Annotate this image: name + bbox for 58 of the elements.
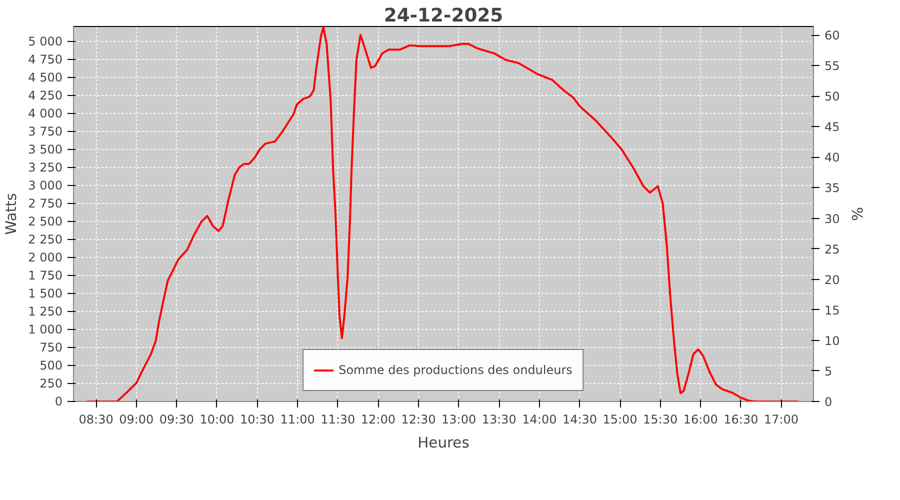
y-tick-label: 2 750 xyxy=(28,196,63,211)
x-tick-label: 16:30 xyxy=(724,412,758,426)
y2-tick-label: 40 xyxy=(824,150,840,165)
y2-tick-label: 50 xyxy=(824,90,840,104)
y2-axis-title: % xyxy=(848,207,865,222)
y2-tick-label: 5 xyxy=(824,364,832,378)
x-tick-label: 08:30 xyxy=(78,412,114,426)
y-tick-label: 3 500 xyxy=(28,142,63,157)
y2-tick-label: 20 xyxy=(824,272,840,287)
y2-tick-label: 0 xyxy=(824,395,832,409)
y-tick-label: 2 000 xyxy=(28,250,63,265)
y-tick-label: 250 xyxy=(40,376,62,391)
y-tick-label: 1 500 xyxy=(28,286,63,301)
x-tick-label: 10:30 xyxy=(240,412,275,426)
x-tick-label: 16:00 xyxy=(683,412,718,426)
y-tick-label: 4 250 xyxy=(28,88,63,103)
x-tick-label: 15:00 xyxy=(602,412,638,426)
y2-tick-label: 15 xyxy=(824,303,840,318)
y-tick-label: 3 000 xyxy=(28,178,63,193)
y2-tick-label: 25 xyxy=(824,242,840,256)
x-tick-label: 14:30 xyxy=(562,412,598,426)
y-tick-label: 3 250 xyxy=(28,160,63,175)
x-tick-label: 13:00 xyxy=(442,412,476,426)
x-tick-label: 12:00 xyxy=(360,412,396,426)
y-tick-label: 4 500 xyxy=(28,70,63,85)
y-tick-label: 0 xyxy=(54,394,63,408)
y-tick-label: 4 750 xyxy=(28,52,63,67)
x-tick-label: 09:30 xyxy=(159,412,194,426)
y2-tick-label: 35 xyxy=(824,181,840,196)
y2-tick-label: 45 xyxy=(824,120,840,134)
x-tick-label: 10:00 xyxy=(200,412,234,426)
y2-tick-label: 55 xyxy=(824,59,840,74)
y2-tick-label: 10 xyxy=(824,334,840,348)
x-tick-label: 13:30 xyxy=(482,412,516,426)
y-tick-label: 1 000 xyxy=(28,322,63,337)
x-axis-title: Heures xyxy=(418,434,470,452)
x-tick-label: 15:30 xyxy=(643,412,678,426)
y-tick-label: 1 750 xyxy=(28,268,63,283)
x-tick-label: 09:00 xyxy=(119,412,154,426)
y-tick-label: 2 500 xyxy=(28,214,63,229)
x-tick-label: 11:00 xyxy=(280,412,315,426)
x-tick-label: 17:00 xyxy=(764,412,799,426)
y2-tick-label: 60 xyxy=(824,28,840,43)
y-tick-label: 3 750 xyxy=(28,124,63,139)
x-tick-label: 14:00 xyxy=(522,412,557,426)
y-tick-label: 4 000 xyxy=(28,106,63,121)
y-tick-label: 750 xyxy=(40,340,62,355)
y-tick-label: 500 xyxy=(40,358,62,373)
chart-title: 24-12-2025 xyxy=(384,6,504,26)
y-axis-title: Watts xyxy=(3,193,20,235)
x-tick-label: 11:30 xyxy=(320,412,356,426)
legend-label: Somme des productions des onduleurs xyxy=(338,363,572,377)
y-tick-label: 2 250 xyxy=(28,232,63,247)
x-tick-label: 12:30 xyxy=(401,412,436,426)
y-tick-label: 1 250 xyxy=(28,304,63,319)
y2-tick-label: 30 xyxy=(824,212,840,226)
line-series xyxy=(86,26,800,402)
y-tick-label: 5 000 xyxy=(28,34,63,49)
